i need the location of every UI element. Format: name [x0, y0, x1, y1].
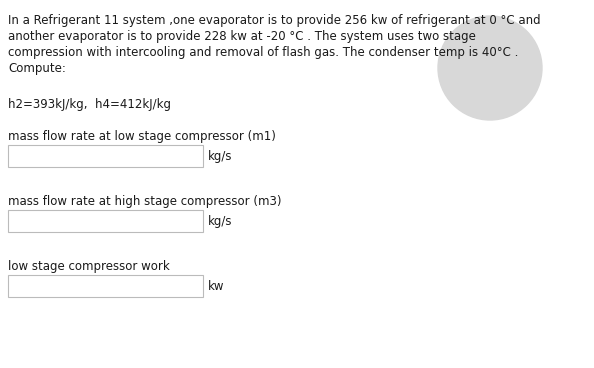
- Circle shape: [438, 16, 542, 120]
- FancyBboxPatch shape: [8, 210, 203, 232]
- Text: kg/s: kg/s: [208, 215, 232, 228]
- Text: kg/s: kg/s: [208, 150, 232, 163]
- Text: h2=393kJ/kg,  h4=412kJ/kg: h2=393kJ/kg, h4=412kJ/kg: [8, 98, 171, 111]
- Text: mass flow rate at high stage compressor (m3): mass flow rate at high stage compressor …: [8, 195, 282, 208]
- FancyBboxPatch shape: [8, 275, 203, 297]
- Text: another evaporator is to provide 228 kw at -20 °C . The system uses two stage: another evaporator is to provide 228 kw …: [8, 30, 476, 43]
- FancyBboxPatch shape: [8, 145, 203, 167]
- Text: mass flow rate at low stage compressor (m1): mass flow rate at low stage compressor (…: [8, 130, 276, 143]
- Text: Compute:: Compute:: [8, 62, 66, 75]
- Text: low stage compressor work: low stage compressor work: [8, 260, 170, 273]
- Text: In a Refrigerant 11 system ,one evaporator is to provide 256 kw of refrigerant a: In a Refrigerant 11 system ,one evaporat…: [8, 14, 541, 27]
- Text: compression with intercooling and removal of flash gas. The condenser temp is 40: compression with intercooling and remova…: [8, 46, 519, 59]
- Text: kw: kw: [208, 280, 225, 293]
